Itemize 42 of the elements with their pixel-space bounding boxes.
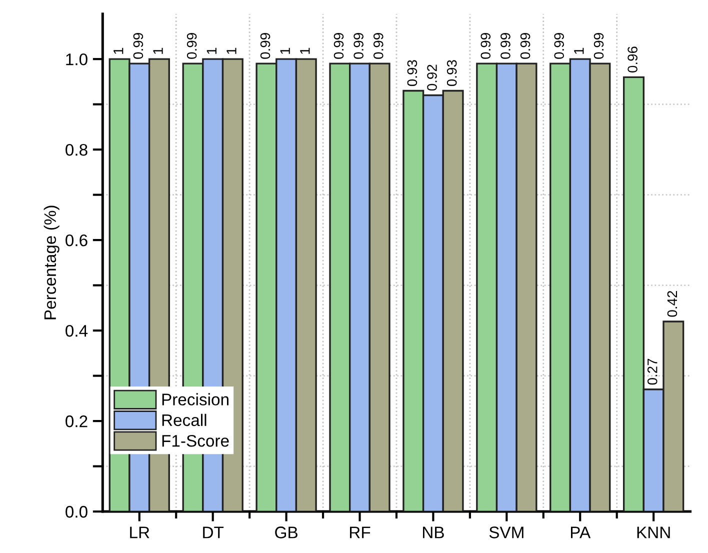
data-label: 0.27 xyxy=(647,358,658,385)
data-label: 0.99 xyxy=(186,33,197,59)
x-tick-label: KNN xyxy=(637,526,670,538)
data-label: 0.99 xyxy=(260,33,270,59)
data-label: 1 xyxy=(300,48,310,54)
data-label: 0.99 xyxy=(594,33,604,59)
data-label: 1 xyxy=(226,48,236,54)
x-tick-label: SVM xyxy=(489,526,524,538)
data-label: 1 xyxy=(574,48,584,54)
data-label: 0.99 xyxy=(554,33,564,59)
data-label: 0.96 xyxy=(628,46,638,72)
x-tick-label: RF xyxy=(350,526,370,538)
data-label: 0.99 xyxy=(133,33,144,59)
y-tick-label: 0.0 xyxy=(66,506,88,518)
y-tick-label: 0.8 xyxy=(66,144,88,156)
x-tick-label: GB xyxy=(275,526,298,538)
y-tick-label: 0.6 xyxy=(66,234,88,246)
data-label: 1 xyxy=(206,48,216,54)
y-axis-title: Percentage (%) xyxy=(44,206,60,320)
data-label: 0.93 xyxy=(407,60,418,86)
x-tick-label: LR xyxy=(130,526,150,538)
x-tick-label: DT xyxy=(203,526,224,538)
data-label: 0.99 xyxy=(373,33,384,59)
legend-label: Recall xyxy=(162,414,206,426)
y-tick-label: 1.0 xyxy=(66,53,88,66)
data-label: 0.99 xyxy=(480,33,491,59)
data-label: 0.99 xyxy=(334,33,344,59)
data-label: 0.92 xyxy=(427,64,437,91)
x-tick-label: NB xyxy=(423,526,444,538)
y-tick-label: 0.4 xyxy=(66,324,88,337)
data-label: 1 xyxy=(114,48,124,54)
data-label: 1 xyxy=(153,48,163,54)
data-label: 0.99 xyxy=(500,33,510,59)
data-label: 0.99 xyxy=(520,33,530,59)
legend-label: F1-Score xyxy=(162,434,229,447)
data-label: 1 xyxy=(280,48,290,54)
x-tick-label: PA xyxy=(570,526,591,538)
data-label: 0.93 xyxy=(446,60,457,86)
y-tick-label: 0.2 xyxy=(66,415,88,428)
data-label: 0.99 xyxy=(354,33,364,59)
data-label: 0.42 xyxy=(667,290,678,317)
legend-label: Precision xyxy=(162,393,228,406)
